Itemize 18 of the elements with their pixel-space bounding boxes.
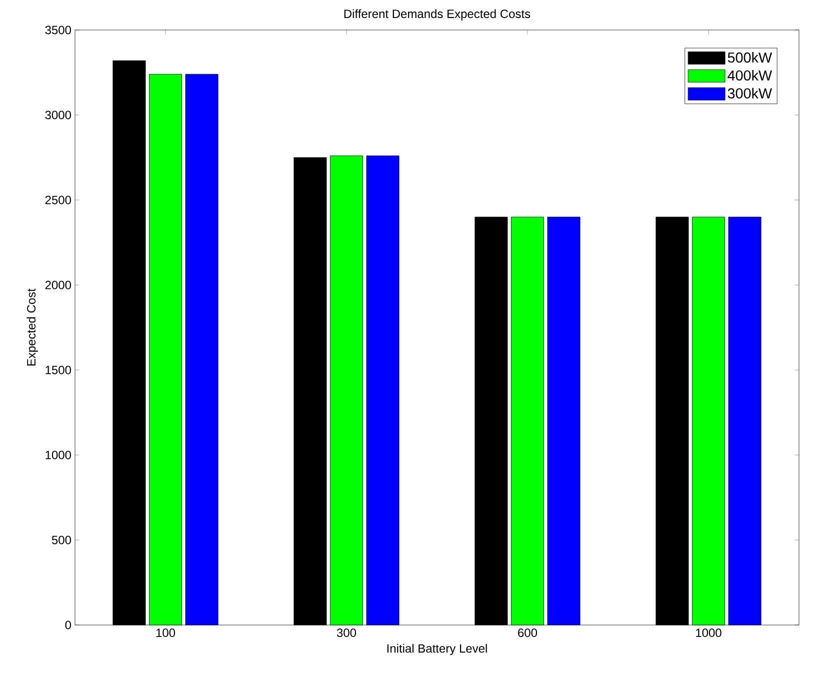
legend-label: 500kW [728,52,772,63]
x-tick-label: 100 [156,628,176,638]
x-tick-label: 300 [336,628,356,638]
y-tick-label: 0 [65,620,72,630]
y-axis-title: Expected Cost [26,288,38,366]
x-axis-title: Initial Battery Level [387,644,487,656]
y-tick-label: 1000 [46,450,72,460]
legend-label: 300kW [728,88,772,98]
y-tick-label: 2500 [45,196,72,204]
x-tick-label: 1000 [696,628,722,638]
x-tick-label: 600 [518,628,538,638]
y-tick-label: 500 [52,536,72,544]
legend-label: 400kW [728,70,772,81]
y-tick-label: 1500 [46,366,72,374]
y-tick-label: 3500 [45,26,72,34]
y-tick-label: 2000 [45,280,72,290]
y-tick-label: 3000 [45,110,72,120]
chart-title: Different Demands Expected Costs [344,9,530,20]
